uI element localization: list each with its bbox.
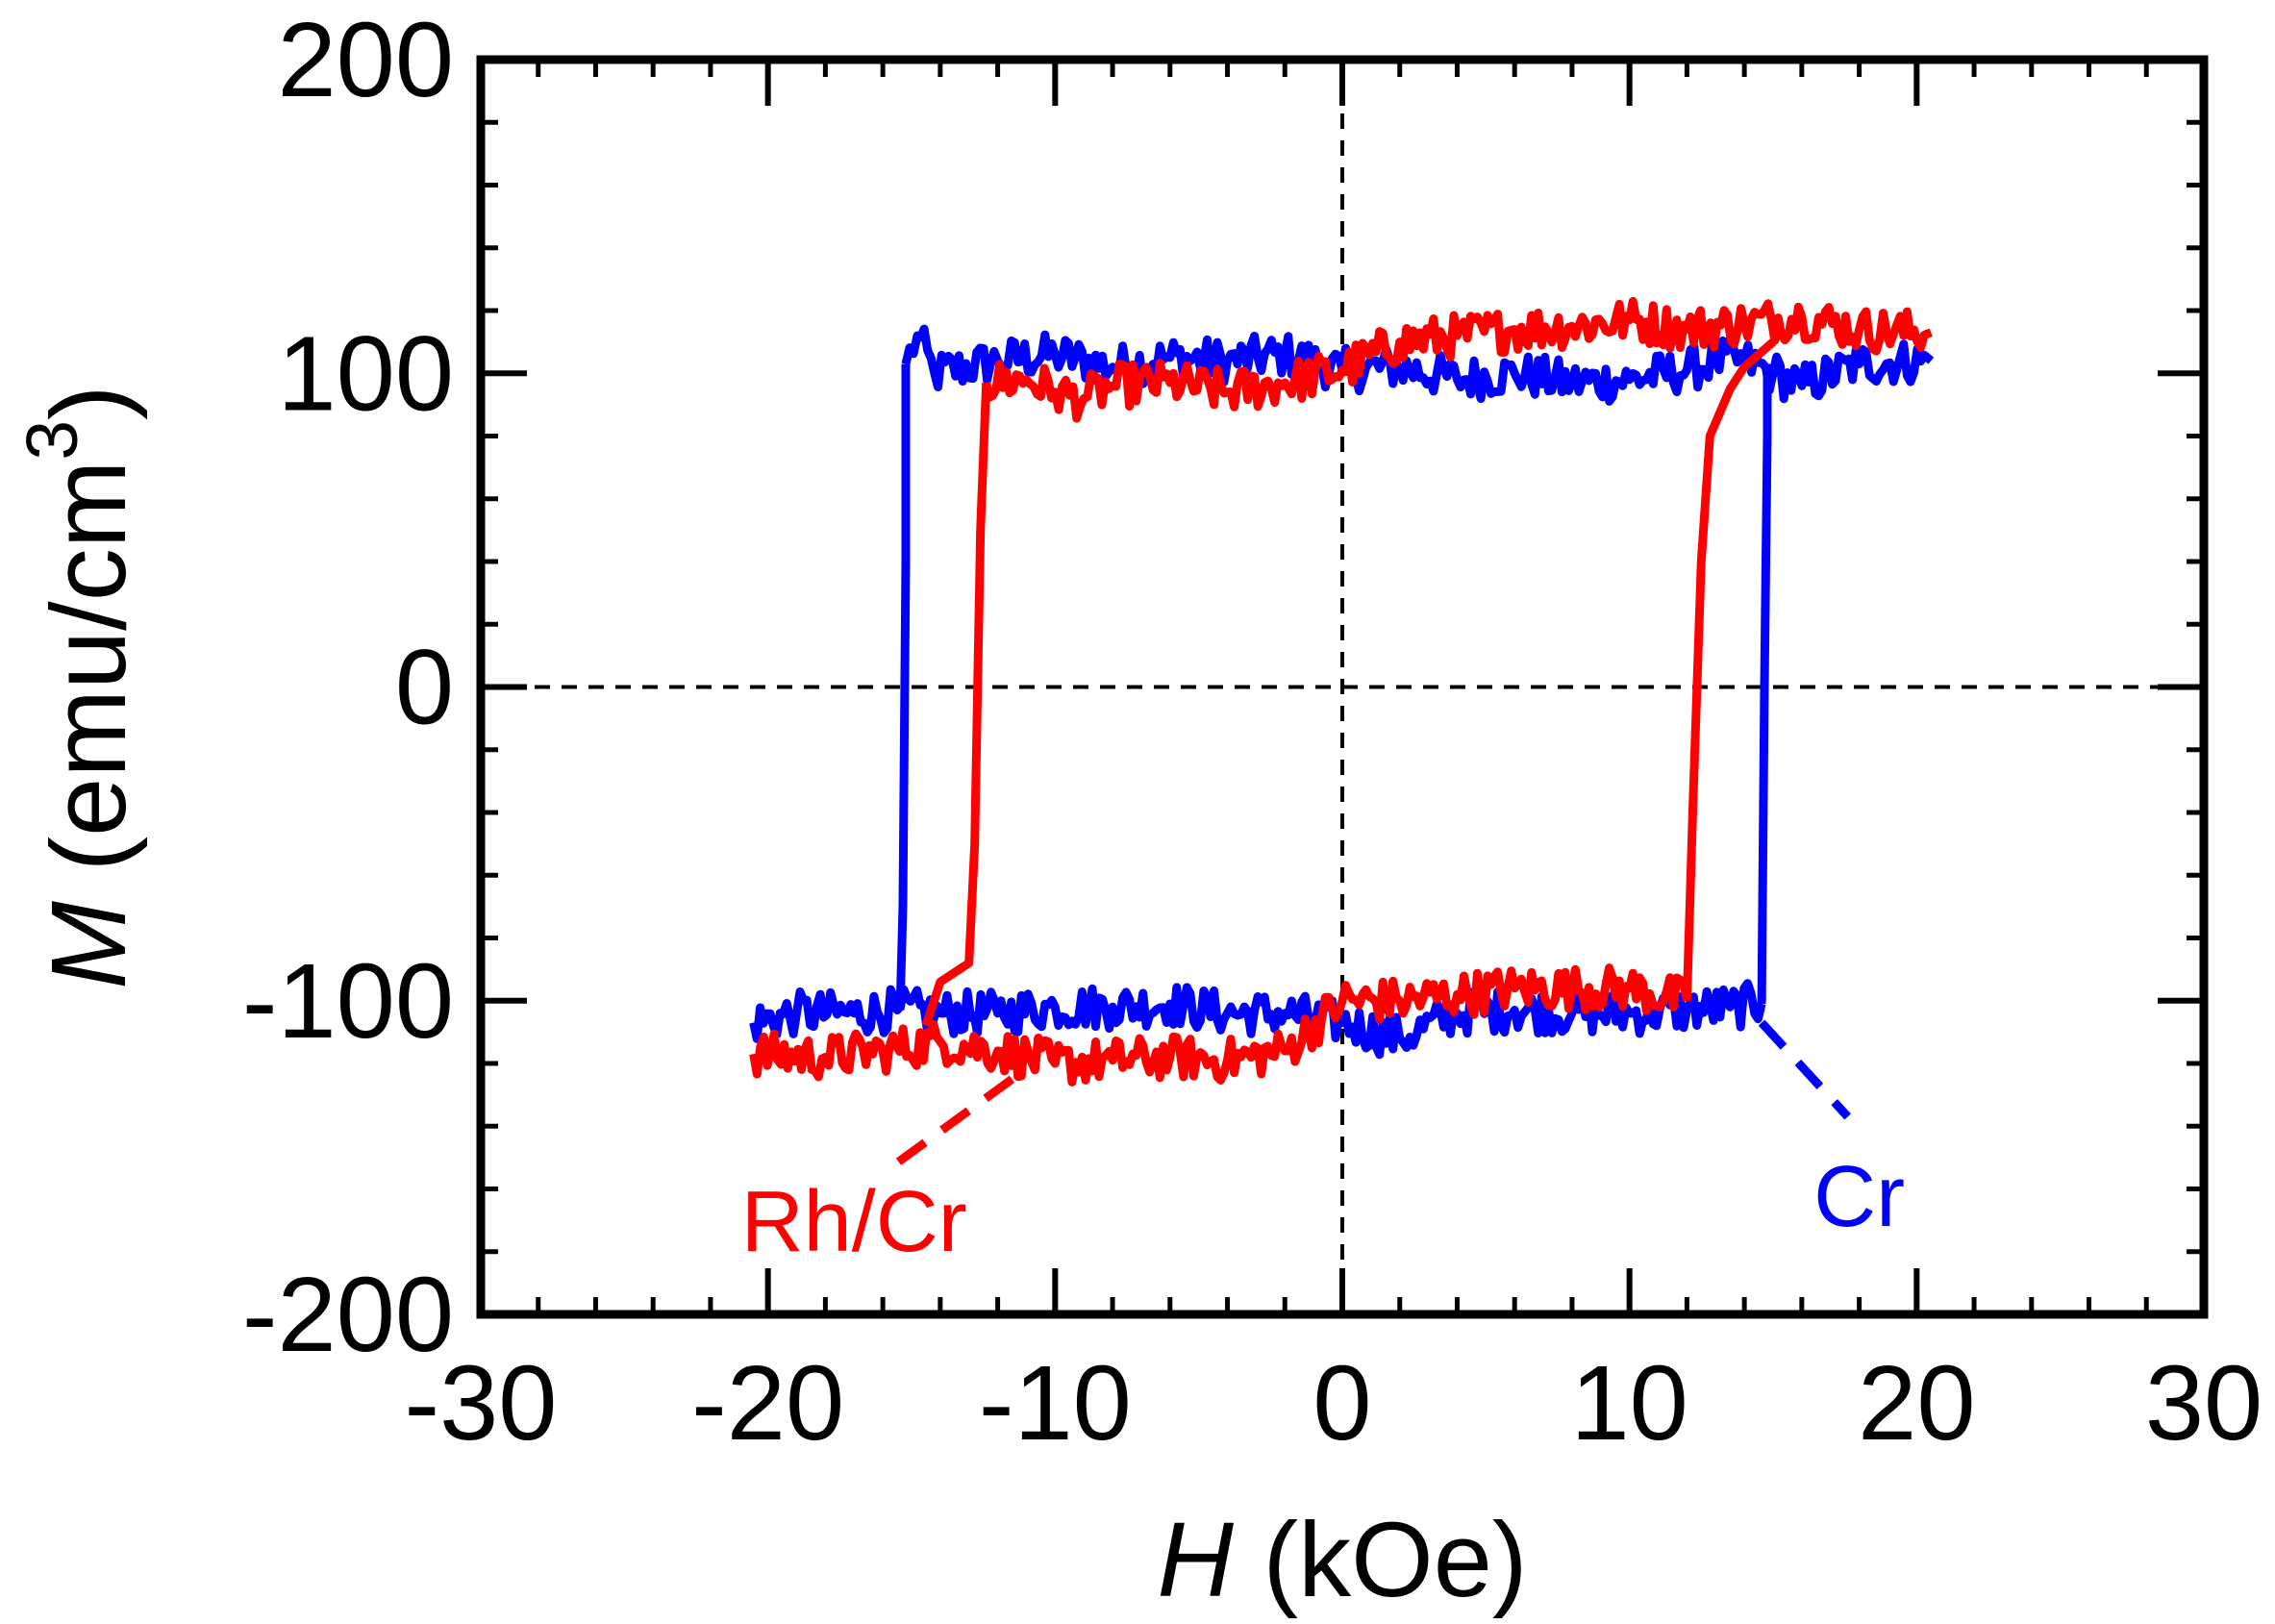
- y-axis-unit-superscript: 3: [12, 420, 92, 461]
- x-tick-label: 10: [1570, 1344, 1688, 1462]
- x-axis-variable: H: [1157, 1501, 1234, 1619]
- series-cr: Cr: [749, 324, 1935, 1245]
- upper-branch-line: [901, 324, 1935, 406]
- y-axis-unit-close: ): [30, 385, 148, 420]
- x-tick-label: 30: [2145, 1344, 2262, 1462]
- switch-up-line: [1682, 338, 1776, 1001]
- x-tick-label: -10: [979, 1344, 1132, 1462]
- y-axis-label: M (emu/cm3): [12, 385, 148, 988]
- upper-branch-line: [982, 296, 1933, 423]
- y-axis-variable: M: [30, 901, 148, 989]
- y-tick-label: -100: [242, 942, 454, 1061]
- lower-branch-line: [749, 979, 1766, 1060]
- x-axis-unit: (kOe): [1234, 1501, 1528, 1619]
- series-leader-line: [1758, 1019, 1851, 1120]
- y-tick-label: -200: [242, 1256, 454, 1374]
- x-tick-label: -20: [691, 1344, 844, 1462]
- y-tick-label: 200: [277, 1, 454, 119]
- y-tick-label: 0: [395, 629, 454, 747]
- switch-down-line: [895, 363, 911, 1011]
- x-tick-label: -30: [405, 1344, 558, 1462]
- y-axis-unit: (emu/cm: [30, 461, 148, 901]
- x-tick-label: 0: [1312, 1344, 1371, 1462]
- series-rh-cr: Rh/Cr: [741, 296, 1933, 1270]
- series-leader-line: [880, 1075, 1015, 1177]
- lower-branch-line: [749, 963, 1691, 1087]
- y-tick-label: 100: [277, 314, 454, 433]
- series-label: Cr: [1813, 1149, 1905, 1245]
- plot-frame: [476, 55, 2209, 1319]
- y-tick-labels: -200 -100 0 100 200: [242, 1, 454, 1374]
- series-label: Rh/Cr: [741, 1174, 967, 1270]
- switch-up-line: [1757, 363, 1772, 1005]
- x-tick-labels: -30 -20 -10 0 10 20 30: [405, 1344, 2263, 1462]
- switch-down-line: [921, 382, 991, 1028]
- series-layer: Cr Rh/Cr: [741, 296, 1935, 1270]
- x-axis-label: H (kOe): [1157, 1501, 1527, 1619]
- zero-lines: [481, 60, 2204, 1314]
- x-tick-label: 20: [1858, 1344, 1975, 1462]
